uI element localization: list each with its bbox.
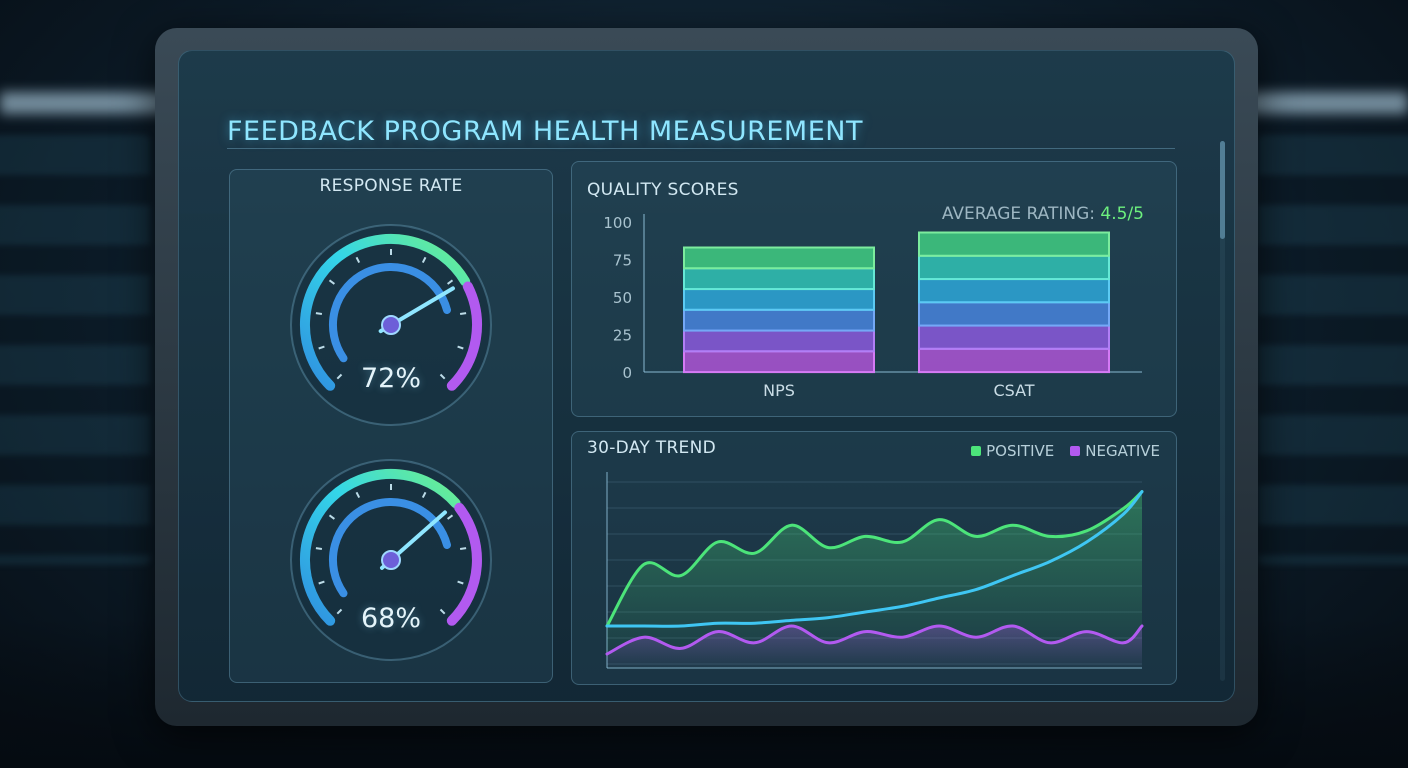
background-light-left: [0, 92, 170, 114]
background-light-right: [1238, 92, 1408, 114]
dashboard-screen: FEEDBACK PROGRAM HEALTH MEASUREMENT RESP…: [178, 50, 1235, 702]
legend-positive-swatch: [971, 446, 982, 456]
gauge-tick: [336, 373, 343, 380]
gauge-tick: [328, 514, 335, 520]
trend-title: 30-DAY TREND: [587, 438, 716, 458]
quality-bar-chart: 100 75 50 25 0 NPS CSAT: [603, 214, 1142, 400]
gauge-tick: [328, 279, 335, 285]
gauge-tick: [439, 608, 446, 615]
gauge-tick: [457, 345, 464, 350]
gauge-tick: [355, 256, 361, 264]
legend-positive: POSITIVE: [971, 442, 1054, 460]
bar-y-tick-label: 75: [613, 252, 632, 270]
bar-csat-segment: [918, 231, 1110, 257]
bar-nps-segment: [683, 288, 875, 311]
response-gauge-1: [290, 224, 492, 426]
bar-y-tick-label: 50: [613, 289, 632, 307]
legend-negative: NEGATIVE: [1070, 442, 1160, 460]
page-title: FEEDBACK PROGRAM HEALTH MEASUREMENT: [227, 116, 863, 147]
gauge-tick: [355, 491, 361, 499]
monitor-frame: FEEDBACK PROGRAM HEALTH MEASUREMENT RESP…: [155, 28, 1258, 726]
gauge-tick: [439, 373, 446, 380]
gauge-tick: [315, 547, 323, 550]
average-rating: AVERAGE RATING: 4.5/5: [942, 204, 1144, 224]
bar-x-tick-label: CSAT: [993, 381, 1034, 400]
gauge-value-arc: [299, 469, 461, 626]
gauge-hub: [381, 315, 401, 335]
bar-y-tick-label: 100: [603, 214, 632, 232]
scrollbar-track[interactable]: [1220, 141, 1225, 681]
bar-nps-segment: [683, 246, 875, 270]
gauge-tick: [457, 580, 464, 585]
gauge-tick: [459, 312, 467, 315]
response-rate-panel: RESPONSE RATE 72% 68%: [229, 169, 553, 683]
trend-panel: 30-DAY TREND POSITIVE NEGATIVE: [571, 431, 1177, 685]
gauge-value-arc: [299, 233, 470, 391]
gauge-tick: [336, 608, 343, 615]
gauge-inner-arc: [329, 262, 451, 363]
background-monitors-right: [1258, 135, 1408, 565]
bar-y-tick-label: 25: [613, 327, 632, 345]
bar-nps-segment: [683, 350, 875, 374]
bar-csat-segment: [918, 347, 1110, 374]
bar-x-tick-label: NPS: [763, 381, 795, 400]
bar-nps-segment: [683, 329, 875, 353]
trend-negative-line: [605, 624, 1144, 656]
bar-csat-segment: [918, 324, 1110, 350]
gauge-tick: [318, 580, 325, 585]
bar-nps-segment: [683, 308, 875, 332]
bar-csat-segment: [918, 278, 1110, 304]
gauge-tick: [459, 547, 467, 550]
gauge-tick: [447, 279, 454, 285]
trend-legend: POSITIVE NEGATIVE: [971, 442, 1160, 460]
gauge-remaining-arc: [446, 281, 482, 391]
response-gauge-2: [290, 459, 492, 661]
average-rating-label: AVERAGE RATING:: [941, 204, 1095, 224]
background-monitors-left: [0, 135, 150, 565]
average-rating-value: 4.5/5: [1100, 204, 1144, 224]
legend-negative-label: NEGATIVE: [1085, 442, 1160, 460]
quality-scores-title: QUALITY SCORES: [587, 180, 739, 200]
gauge-tick: [421, 256, 427, 264]
bar-csat-segment: [918, 301, 1110, 327]
gauge-hub: [381, 550, 401, 570]
gauge-tick: [447, 514, 454, 520]
scrollbar-thumb[interactable]: [1220, 141, 1225, 239]
gauge-tick: [318, 345, 325, 350]
legend-negative-swatch: [1070, 446, 1081, 456]
gauge-inner-arc: [329, 497, 451, 598]
bar-y-tick-label: 0: [622, 364, 632, 382]
legend-positive-label: POSITIVE: [986, 442, 1055, 460]
trend-trend-line: [605, 490, 1144, 628]
title-divider: [227, 148, 1175, 149]
response-rate-title: RESPONSE RATE: [319, 176, 463, 196]
trend-line-chart: [605, 472, 1144, 669]
gauge-tick: [315, 312, 323, 315]
trend-positive-line: [605, 490, 1144, 628]
gauge-tick: [421, 491, 427, 499]
gauge-1-value: 72%: [360, 363, 421, 394]
bar-nps-segment: [683, 267, 875, 291]
gauge-2-value: 68%: [360, 603, 421, 634]
quality-scores-panel: QUALITY SCORES AVERAGE RATING: 4.5/5 100…: [571, 161, 1177, 417]
gauge-remaining-arc: [446, 502, 482, 626]
trend-negative-area: [607, 625, 1142, 668]
bar-csat-segment: [918, 254, 1110, 281]
